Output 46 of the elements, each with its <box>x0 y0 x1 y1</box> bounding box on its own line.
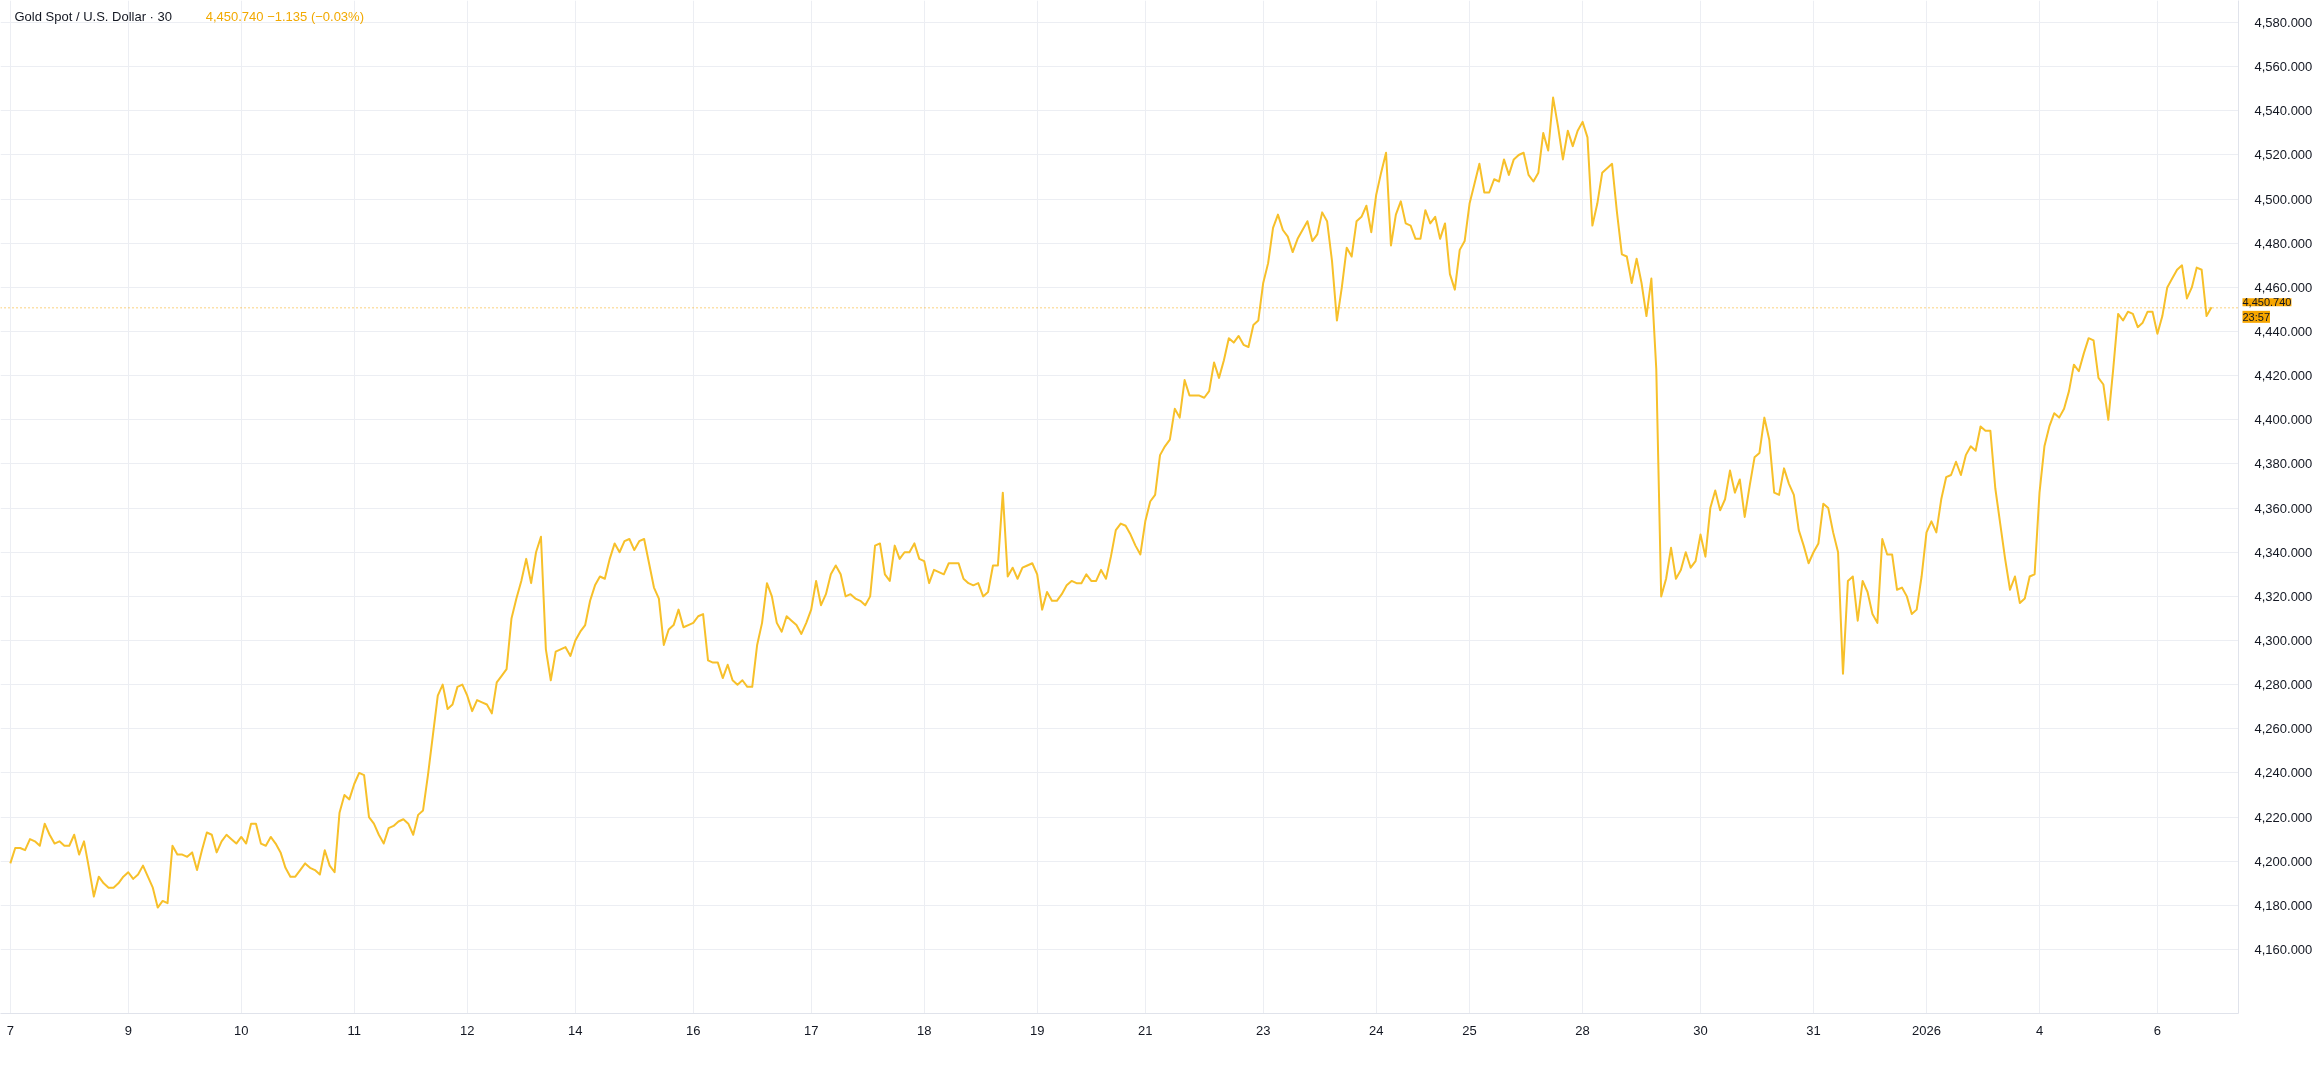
text: 23:57 <box>2242 310 2271 323</box>
y-tick-label: 4,340.000 <box>2254 544 2313 560</box>
x-tick-label: 4 <box>2035 1022 2044 1038</box>
y-tick-label: 4,560.000 <box>2254 59 2313 75</box>
x-tick-label: 21 <box>1138 1022 1153 1038</box>
x-tick-label: 10 <box>234 1022 249 1038</box>
y-tick-label: 4,180.000 <box>2254 897 2313 913</box>
x-tick-label: 28 <box>1575 1022 1590 1038</box>
x-tick-label: 9 <box>124 1022 132 1038</box>
y-tick-label: 4,500.000 <box>2254 191 2313 207</box>
y-tick-label: 4,260.000 <box>2254 721 2313 737</box>
x-tick-label: 14 <box>568 1022 583 1038</box>
y-tick-label: 4,280.000 <box>2254 677 2313 693</box>
x-tick-label: 12 <box>460 1022 475 1038</box>
x-tick-label: 6 <box>2153 1022 2162 1038</box>
y-tick-label: 4,520.000 <box>2254 147 2313 163</box>
x-tick-label: 11 <box>347 1022 362 1038</box>
y-tick-label: 4,160.000 <box>2254 942 2313 957</box>
text: Gold Spot / U.S. Dollar · 30 <box>14 9 173 24</box>
y-tick-label: 4,360.000 <box>2254 500 2313 516</box>
x-tick-label: 25 <box>1462 1022 1477 1038</box>
x-tick-label: 30 <box>1693 1022 1708 1038</box>
x-tick-label: 16 <box>686 1022 701 1038</box>
x-tick-label: 7 <box>6 1022 14 1038</box>
x-tick-label: 18 <box>916 1022 932 1038</box>
y-tick-label: 4,440.000 <box>2254 324 2313 340</box>
x-tick-label: 23 <box>1255 1022 1271 1038</box>
y-tick-label: 4,400.000 <box>2254 412 2313 428</box>
y-tick-label: 4,480.000 <box>2254 235 2313 251</box>
line-series <box>9 96 2213 909</box>
y-tick-label: 4,380.000 <box>2254 456 2313 472</box>
y-tick-label: 4,300.000 <box>2254 633 2313 649</box>
y-tick-label: 4,240.000 <box>2254 765 2313 781</box>
x-tick-label: 17 <box>803 1022 819 1038</box>
x-tick-label: 2026 <box>1912 1022 1941 1038</box>
y-tick-label: 4,320.000 <box>2254 588 2313 604</box>
y-tick-label: 4,220.000 <box>2254 809 2313 825</box>
y-tick-label: 4,200.000 <box>2254 853 2313 869</box>
y-tick-label: 4,540.000 <box>2254 103 2313 119</box>
y-tick-label: 4,580.000 <box>2254 15 2313 31</box>
y-tick-label: 4,460.000 <box>2254 279 2313 295</box>
y-tick-label: 4,420.000 <box>2254 368 2313 384</box>
text: 4,450.740 −1.135 (−0.03%) <box>205 9 364 24</box>
x-tick-label: 19 <box>1029 1022 1045 1038</box>
x-tick-label: 31 <box>1806 1022 1821 1038</box>
x-tick-label: 24 <box>1368 1022 1384 1038</box>
